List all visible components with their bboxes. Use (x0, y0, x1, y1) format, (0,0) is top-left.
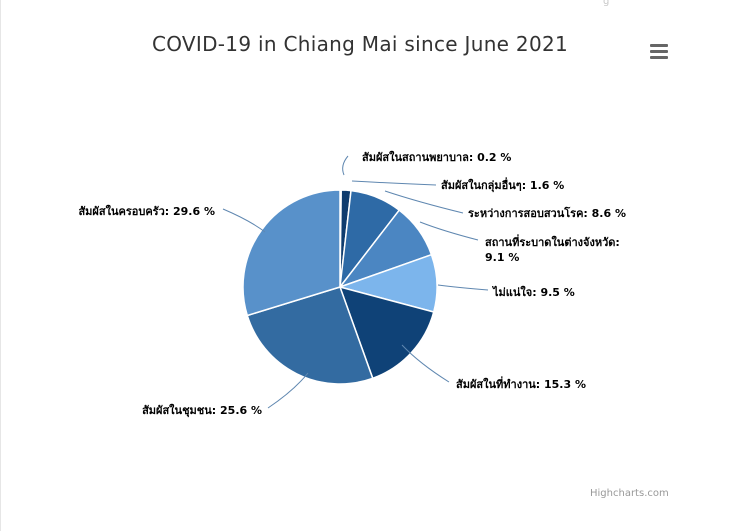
top-edge-glyph: ǵ (603, 0, 610, 7)
pie-slice[interactable] (339, 286, 435, 380)
label-connector (384, 190, 464, 214)
slice-data-label: สัมผัสในครอบครัว: 29.6 % (78, 204, 215, 218)
slice-data-label: สถานที่ระบาดในต่างจังหวัด: 9.1 % (485, 234, 620, 264)
label-connector (437, 284, 489, 291)
label-connectors (222, 155, 489, 409)
slice-data-label: ระหว่างการสอบสวนโรค: 8.6 % (468, 206, 626, 220)
container-border (0, 0, 1, 531)
slice-data-label: สัมผัสในสถานพยาบาล: 0.2 % (362, 150, 511, 164)
slice-label-line: สัมผัสในชุมชน: 25.6 % (142, 403, 262, 418)
slice-label-line: สัมผัสในสถานพยาบาล: 0.2 % (362, 150, 511, 164)
slice-data-label: ไม่แน่ใจ: 9.5 % (491, 285, 575, 299)
pie-slices (242, 189, 438, 385)
label-connector (401, 344, 450, 383)
slice-data-label: สัมผัสในกลุ่มอื่นๆ: 1.6 % (441, 177, 564, 193)
credits-link[interactable]: Highcharts.com (590, 488, 669, 499)
label-connector (222, 208, 266, 233)
label-connector (351, 180, 437, 186)
slice-label-line: สัมผัสในครอบครัว: 29.6 % (78, 204, 215, 218)
slice-label-line: ไม่แน่ใจ: 9.5 % (491, 285, 575, 299)
slice-data-label: สัมผัสในที่ทำงาน: 15.3 % (456, 376, 586, 391)
label-connector (419, 221, 479, 241)
menu-bar (650, 44, 668, 47)
chart-title: COVID-19 in Chiang Mai since June 2021 (151, 32, 569, 56)
slice-data-label: สัมผัสในชุมชน: 25.6 % (142, 403, 262, 418)
slice-label-line: สถานที่ระบาดในต่างจังหวัด: (485, 234, 620, 249)
menu-bar (650, 56, 668, 59)
data-labels: สัมผัสในสถานพยาบาล: 0.2 % สัมผัสในกลุ่มอื… (78, 150, 626, 418)
menu-bar (650, 50, 668, 53)
slice-label-line: สัมผัสในที่ทำงาน: 15.3 % (456, 376, 586, 391)
label-connector (267, 372, 309, 409)
slice-label-line: 9.1 % (485, 251, 519, 264)
slice-label-line: ระหว่างการสอบสวนโรค: 8.6 % (468, 206, 626, 220)
hamburger-menu-icon[interactable] (646, 40, 672, 62)
label-connector (342, 155, 349, 176)
pie-slice[interactable] (246, 286, 374, 385)
slice-label-line: สัมผัสในกลุ่มอื่นๆ: 1.6 % (441, 177, 564, 193)
